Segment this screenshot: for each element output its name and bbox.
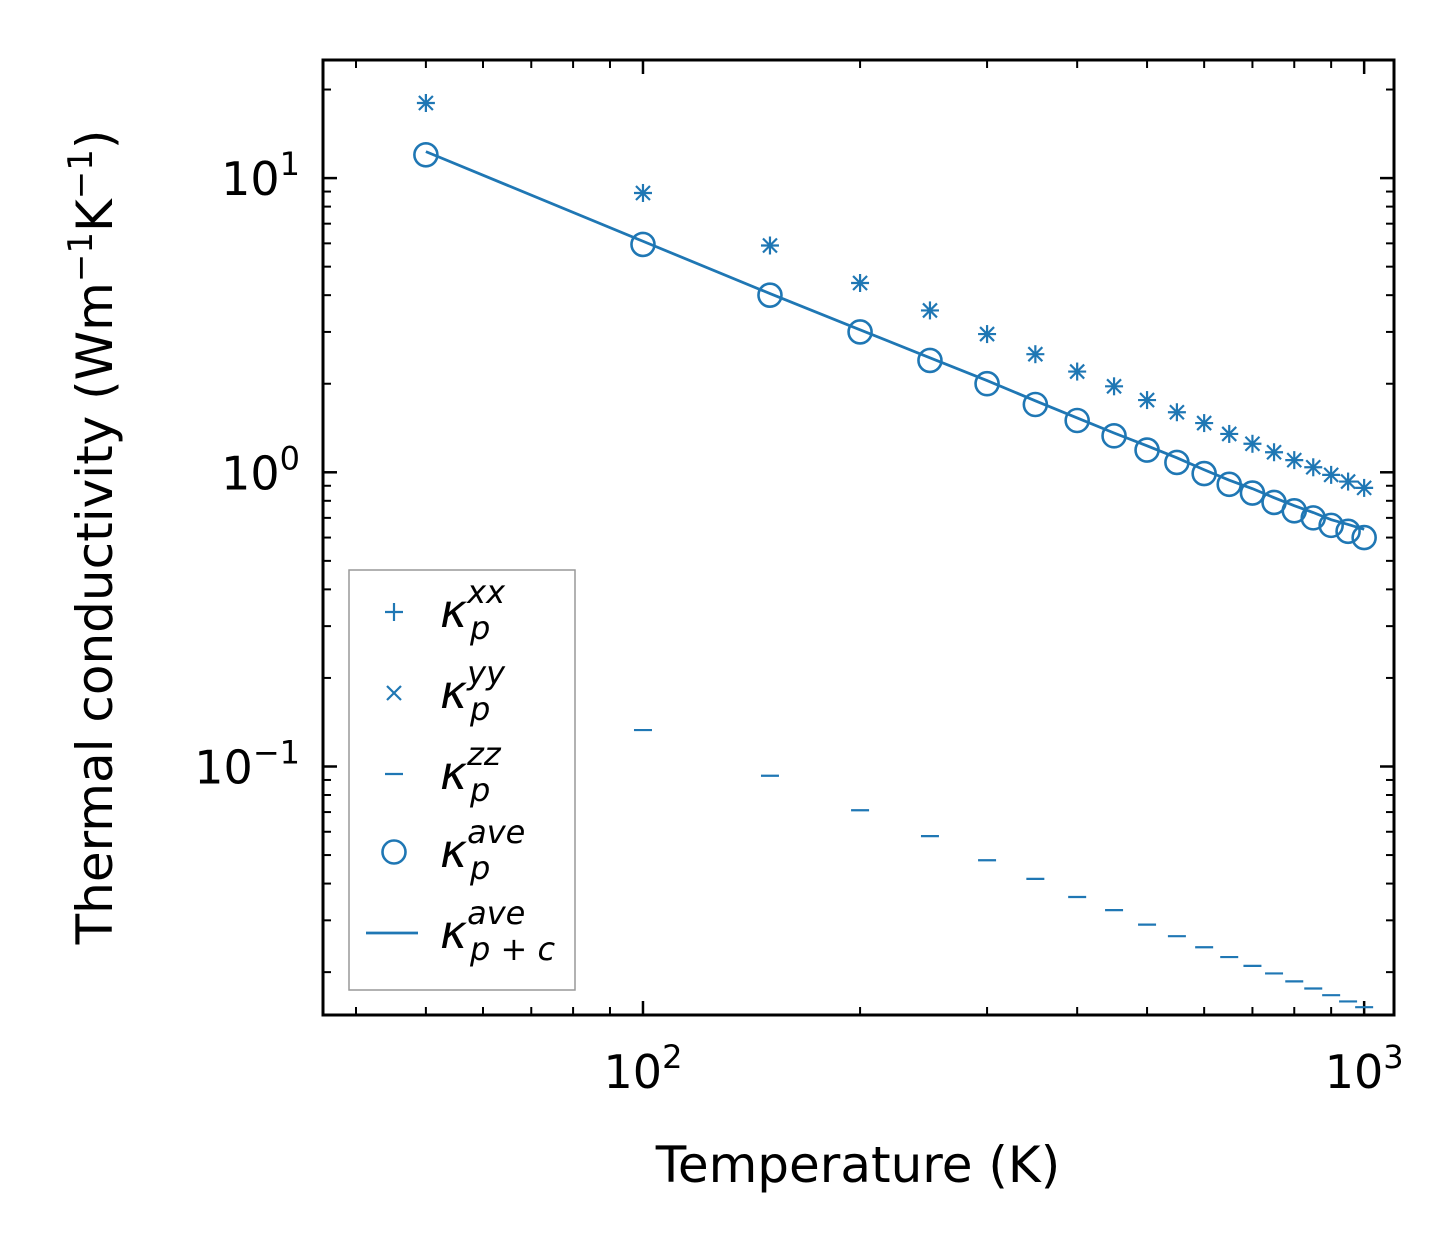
data-point xyxy=(762,237,778,254)
series-line xyxy=(425,150,1365,531)
series-1 xyxy=(418,95,1372,496)
data-point xyxy=(1356,480,1372,496)
data-point xyxy=(630,231,656,258)
series-3 xyxy=(413,141,1377,551)
y-tick-label: 100 xyxy=(221,439,300,500)
legend-label: κyy p xyxy=(440,654,506,728)
y-tick-label: 10−1 xyxy=(194,733,300,794)
legend-label: κxx p xyxy=(440,573,506,647)
data-point xyxy=(1351,524,1377,551)
data-point xyxy=(1318,512,1344,539)
data-point xyxy=(847,319,873,345)
data-point xyxy=(1286,452,1303,468)
data-point xyxy=(1335,518,1361,545)
data-point xyxy=(757,282,783,308)
legend-item: κzz p xyxy=(385,735,502,809)
data-point xyxy=(1027,346,1044,362)
legend-item: κave p xyxy=(381,813,525,887)
x-axis-title: Temperature (K) xyxy=(655,1136,1060,1194)
legend-label: κzz p xyxy=(440,735,502,809)
data-point xyxy=(922,302,938,319)
data-point xyxy=(852,275,868,291)
series-group xyxy=(413,93,1377,1009)
data-point xyxy=(917,347,943,374)
legend-marker xyxy=(386,685,402,701)
data-point xyxy=(1221,426,1238,442)
x-tick-label: 103 xyxy=(1325,1038,1404,1099)
data-point xyxy=(1106,378,1122,395)
legend-item: κyy p xyxy=(386,654,506,728)
series-0 xyxy=(416,93,1374,497)
data-point xyxy=(413,141,439,168)
data-point xyxy=(974,370,1000,397)
data-point xyxy=(979,326,995,342)
data-point xyxy=(1340,473,1356,490)
data-point xyxy=(418,95,434,111)
legend-label: κave p + c xyxy=(440,894,555,968)
legend-item: κxx p xyxy=(385,573,506,647)
data-point xyxy=(1169,404,1185,421)
data-point xyxy=(1064,407,1090,434)
data-point xyxy=(1266,444,1282,461)
tick-labels: 102 103 10−1 100 101 xyxy=(194,145,1403,1099)
data-point xyxy=(1323,467,1339,483)
data-point xyxy=(1101,423,1127,449)
data-point xyxy=(1069,363,1085,380)
legend-item: κave p + c xyxy=(366,894,555,968)
plot-area-frame xyxy=(321,58,1396,1017)
series-2 xyxy=(416,673,1374,1009)
y-tick-label: 101 xyxy=(221,145,300,206)
x-tick-label: 102 xyxy=(604,1038,683,1099)
data-point xyxy=(1139,392,1155,408)
data-point xyxy=(1305,459,1322,476)
series-4 xyxy=(425,150,1365,531)
data-point xyxy=(635,185,651,201)
data-point xyxy=(1244,436,1261,452)
legend-marker xyxy=(381,839,407,865)
legend-frame xyxy=(348,569,576,991)
data-point xyxy=(1196,415,1212,431)
y-axis-title: Thermal conductivity (Wm−1K−1) xyxy=(61,130,124,946)
legend-label: κave p xyxy=(440,813,525,887)
